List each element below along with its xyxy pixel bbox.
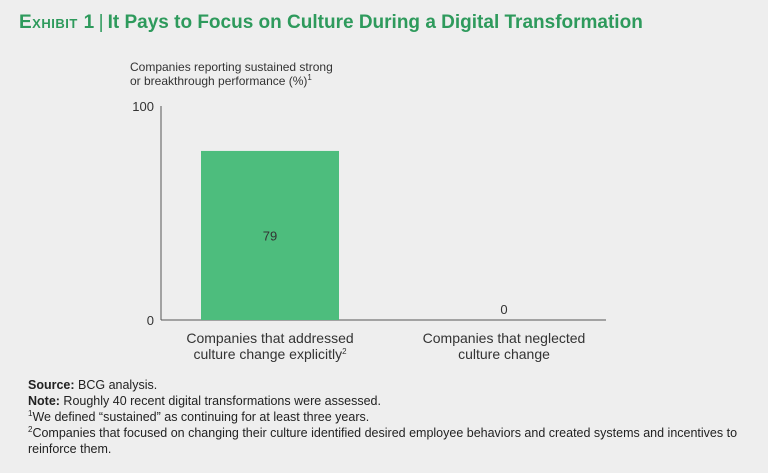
category-label-1-line-1: Companies that addressed [186,330,353,346]
footnote-2: 2Companies that focused on changing thei… [28,425,768,457]
y-axis-label-footnote: 1 [307,73,312,82]
exhibit-title: Exhibit 1 | It Pays to Focus on Culture Du… [19,12,643,34]
title-separator: | [98,12,104,33]
data-label-1: 79 [263,228,277,243]
source-text: BCG analysis. [74,378,158,392]
y-axis-label-line-2: or breakthrough performance (%)1 [130,73,312,88]
category-label-2-line-2: culture change [458,346,550,362]
footnote-1: 1We defined “sustained” as continuing fo… [28,409,768,425]
y-axis-label-line-1: Companies reporting sustained strong [130,60,333,74]
category-label-1-footnote: 2 [342,347,347,356]
footnote-1-text: We defined “sustained” as continuing for… [32,410,370,424]
bar-1 [201,150,339,320]
source-line: Source: BCG analysis. [28,377,768,393]
footnote-2-text: Companies that focused on changing their… [28,426,738,456]
note-line: Note: Roughly 40 recent digital transfor… [28,393,768,409]
note-text: Roughly 40 recent digital transformation… [59,394,381,408]
category-label-1-line-2: culture change explicitly2 [193,346,347,362]
chart-notes: Source: BCG analysis. Note: Roughly 40 r… [28,377,768,457]
exhibit-number: Exhibit 1 [19,12,95,33]
footnote-1-marker: 1 [28,408,33,418]
category-label-2-line-1: Companies that neglected [423,330,586,346]
exhibit-title-text: It Pays to Focus on Culture During a Dig… [107,12,643,33]
footnote-2-marker: 2 [28,424,33,434]
y-tick-label-0: 0 [147,313,154,328]
y-tick-label-100: 100 [132,99,154,114]
source-label: Source: [28,378,75,392]
data-label-2: 0 [500,302,507,317]
note-label: Note: [28,394,60,408]
